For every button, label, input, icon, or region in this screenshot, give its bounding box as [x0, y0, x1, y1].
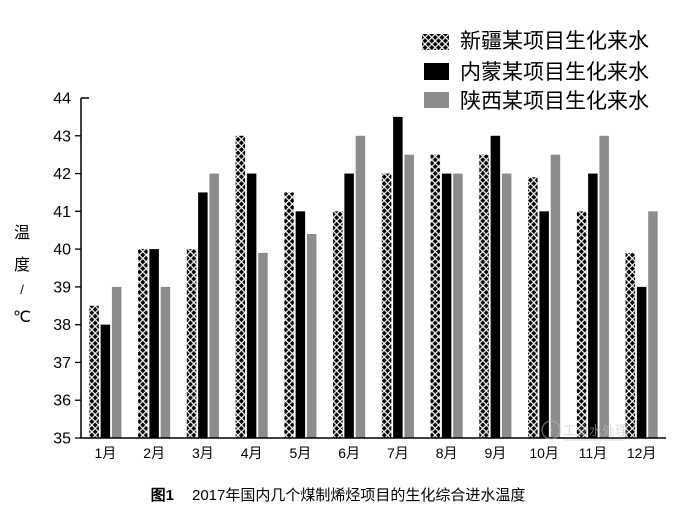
svg-text:/: /: [20, 282, 24, 297]
svg-text:温: 温: [14, 224, 30, 242]
svg-text:35: 35: [53, 431, 71, 448]
svg-text:39: 39: [53, 279, 71, 296]
svg-text:40: 40: [53, 242, 71, 259]
svg-text:43: 43: [53, 128, 71, 145]
svg-text:9月: 9月: [484, 445, 506, 461]
svg-text:度: 度: [14, 256, 30, 274]
svg-text:7月: 7月: [387, 445, 409, 461]
svg-text:陕西某项目生化来水: 陕西某项目生化来水: [460, 90, 649, 113]
svg-text:5月: 5月: [289, 445, 311, 461]
svg-text:12月: 12月: [627, 445, 657, 461]
svg-text:36: 36: [53, 393, 71, 410]
svg-text:3月: 3月: [192, 445, 214, 461]
svg-text:4月: 4月: [241, 445, 263, 461]
svg-text:工业水处理: 工业水处理: [563, 423, 628, 438]
svg-text:44: 44: [53, 91, 71, 108]
svg-text:11月: 11月: [579, 445, 608, 461]
svg-text:8月: 8月: [436, 445, 458, 461]
svg-text:新疆某项目生化来水: 新疆某项目生化来水: [460, 30, 649, 53]
svg-text:42: 42: [53, 166, 71, 183]
svg-text:1月: 1月: [94, 445, 116, 461]
svg-text:℃: ℃: [13, 309, 31, 326]
svg-text:内蒙某项目生化来水: 内蒙某项目生化来水: [460, 61, 649, 84]
svg-text:10月: 10月: [529, 445, 559, 461]
svg-text:41: 41: [53, 204, 71, 221]
svg-text:6月: 6月: [338, 445, 360, 461]
svg-text:38: 38: [53, 317, 71, 334]
svg-text:2月: 2月: [143, 445, 165, 461]
svg-text:37: 37: [53, 355, 71, 372]
